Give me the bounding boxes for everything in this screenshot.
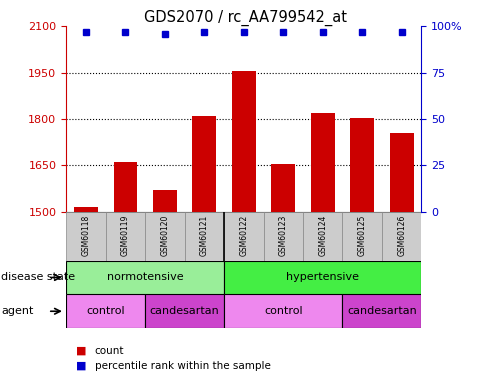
Text: GSM60126: GSM60126 bbox=[397, 214, 406, 256]
Text: ■: ■ bbox=[76, 361, 86, 370]
Text: candesartan: candesartan bbox=[347, 306, 417, 316]
Bar bbox=[66, 261, 224, 294]
Bar bbox=[382, 212, 421, 261]
Bar bbox=[66, 294, 145, 328]
Text: GSM60122: GSM60122 bbox=[239, 214, 248, 256]
Text: GSM60119: GSM60119 bbox=[121, 214, 130, 256]
Text: control: control bbox=[264, 306, 302, 316]
Text: percentile rank within the sample: percentile rank within the sample bbox=[95, 361, 270, 370]
Text: hypertensive: hypertensive bbox=[286, 273, 359, 282]
Bar bbox=[232, 71, 256, 212]
Bar bbox=[264, 212, 303, 261]
Bar bbox=[185, 212, 224, 261]
Text: control: control bbox=[86, 306, 125, 316]
Bar bbox=[224, 212, 264, 261]
Text: ■: ■ bbox=[76, 346, 86, 355]
Text: GSM60125: GSM60125 bbox=[358, 214, 367, 256]
Bar bbox=[66, 212, 106, 261]
Text: normotensive: normotensive bbox=[107, 273, 183, 282]
Bar bbox=[343, 294, 421, 328]
Bar bbox=[193, 116, 216, 212]
Text: GDS2070 / rc_AA799542_at: GDS2070 / rc_AA799542_at bbox=[144, 9, 346, 26]
Bar bbox=[224, 294, 343, 328]
Bar bbox=[145, 212, 185, 261]
Text: disease state: disease state bbox=[1, 273, 75, 282]
Text: GSM60120: GSM60120 bbox=[160, 214, 170, 256]
Bar bbox=[153, 190, 177, 212]
Bar bbox=[350, 117, 374, 212]
Bar bbox=[114, 162, 137, 212]
Text: agent: agent bbox=[1, 306, 33, 316]
Text: GSM60121: GSM60121 bbox=[200, 214, 209, 256]
Bar bbox=[271, 164, 295, 212]
Text: GSM60118: GSM60118 bbox=[81, 214, 90, 256]
Bar bbox=[145, 294, 224, 328]
Bar bbox=[74, 207, 98, 212]
Bar bbox=[303, 212, 343, 261]
Text: GSM60124: GSM60124 bbox=[318, 214, 327, 256]
Text: count: count bbox=[95, 346, 124, 355]
Bar bbox=[224, 261, 421, 294]
Text: GSM60123: GSM60123 bbox=[279, 214, 288, 256]
Bar bbox=[390, 133, 414, 212]
Text: candesartan: candesartan bbox=[149, 306, 220, 316]
Bar bbox=[106, 212, 145, 261]
Bar bbox=[343, 212, 382, 261]
Bar bbox=[311, 113, 335, 212]
